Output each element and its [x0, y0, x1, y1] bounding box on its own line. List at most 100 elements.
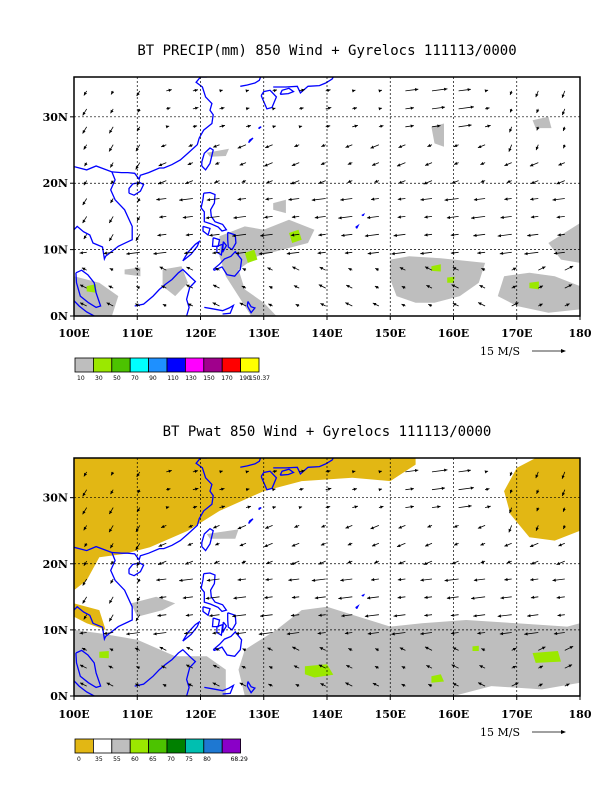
colorbar-label: 90: [149, 375, 157, 382]
coastline: [201, 527, 214, 552]
coastline: [111, 458, 214, 562]
y-tick-label: 30N: [43, 492, 68, 505]
x-tick-label: 180: [569, 708, 592, 721]
x-tick-label: 170E: [501, 327, 532, 340]
reference-vector-label: 15 M/S: [480, 726, 520, 739]
coastline: [246, 681, 256, 694]
colorbar-label: 55: [113, 756, 121, 763]
map-panel-precip: BT PRECIP(mm) 850 Wind + Gyrelocs 111113…: [43, 43, 592, 382]
shaded-region: [74, 629, 226, 696]
colorbar-label: 70: [131, 375, 139, 382]
colorbar-label: 68.29: [231, 756, 248, 763]
colorbar: 0 35 55 60 65 70 75 80 68.29: [74, 738, 248, 763]
coastline: [246, 301, 256, 314]
x-tick-label: 160E: [438, 327, 469, 340]
coastline: [216, 243, 224, 256]
shaded-region: [86, 284, 97, 293]
coastline: [240, 77, 262, 87]
shaded-region: [162, 266, 188, 297]
shaded-region: [431, 674, 444, 683]
coastline: [221, 241, 228, 253]
coastline: [212, 630, 243, 658]
x-tick-label: 100E: [58, 708, 89, 721]
colorbar-swatch: [93, 738, 113, 754]
colorbar-label: 30: [95, 375, 103, 382]
colorbar-swatch: [221, 738, 241, 754]
colorbar-swatch: [111, 738, 131, 754]
shaded-region: [431, 264, 441, 272]
coastline: [182, 620, 201, 642]
map-area: [74, 77, 580, 316]
shaded-region: [529, 281, 539, 290]
colorbar-label: 65: [149, 756, 157, 763]
coastline: [248, 518, 254, 524]
coastline: [111, 77, 214, 181]
y-tick-label: 30N: [43, 111, 68, 124]
shaded-region: [532, 116, 552, 129]
colorbar-swatch: [74, 357, 94, 373]
x-tick-label: 110E: [122, 708, 153, 721]
shaded-region: [130, 596, 176, 617]
colorbar-label: 10: [77, 375, 85, 382]
wind-vectors: [79, 87, 574, 308]
coastline: [279, 468, 295, 476]
colorbar-label: 75: [185, 756, 193, 763]
colorbar-swatch: [129, 357, 149, 373]
coastline: [202, 225, 211, 237]
colorbar-label: 170: [221, 375, 233, 382]
colorbar-label: 35: [95, 756, 103, 763]
x-tick-label: 160E: [438, 708, 469, 721]
coastline: [355, 223, 360, 229]
coastline: [200, 572, 228, 613]
colorbar-swatch: [221, 357, 241, 373]
shaded-region: [532, 651, 561, 663]
reference-vector: 15 M/S: [480, 726, 566, 739]
shaded-region: [390, 256, 486, 303]
reference-vector: 15 M/S: [480, 345, 566, 358]
shaded-region: [447, 276, 455, 283]
colorbar-swatch: [129, 738, 149, 754]
colorbar-label: 150.37: [249, 375, 270, 382]
x-tick-label: 140E: [311, 708, 342, 721]
shaded-region: [74, 458, 416, 591]
shaded-region: [472, 645, 479, 651]
shaded-region: [74, 276, 119, 316]
colorbar-label: 60: [131, 756, 139, 763]
coastline: [279, 87, 295, 95]
colorbar-swatch: [148, 357, 168, 373]
coastline: [273, 458, 334, 475]
coastline: [273, 77, 334, 94]
coastline: [216, 623, 224, 637]
colorbar-label: 0: [77, 756, 81, 763]
x-tick-label: 120E: [185, 327, 216, 340]
shaded-region: [431, 123, 444, 147]
coastline: [260, 89, 278, 110]
map-area: [74, 458, 580, 696]
colorbar-swatch: [203, 738, 223, 754]
coastline: [75, 649, 102, 689]
shaded-region: [206, 529, 239, 539]
shaded-region: [504, 458, 580, 541]
shaded-region: [99, 651, 109, 659]
coastline: [204, 683, 235, 695]
coastline: [128, 562, 145, 577]
y-tick-label: 10N: [43, 624, 68, 637]
shaded-region: [219, 219, 315, 316]
x-tick-label: 150E: [375, 327, 406, 340]
coastline: [212, 250, 243, 277]
x-tick-label: 170E: [501, 708, 532, 721]
colorbar-swatch: [166, 357, 186, 373]
coastline: [258, 126, 262, 130]
colorbar-label: 110: [167, 375, 179, 382]
coastline: [200, 191, 228, 232]
colorbar-label: 130: [185, 375, 197, 382]
colorbar-swatch: [93, 357, 113, 373]
y-tick-label: 20N: [43, 177, 68, 190]
coastline: [258, 506, 262, 511]
colorbar-swatch: [148, 738, 168, 754]
coastline: [134, 648, 197, 696]
colorbar-swatch: [166, 738, 186, 754]
panel-title: BT Pwat 850 Wind + Gyrelocs 111113/0000: [163, 424, 492, 440]
y-tick-label: 0N: [50, 690, 68, 703]
